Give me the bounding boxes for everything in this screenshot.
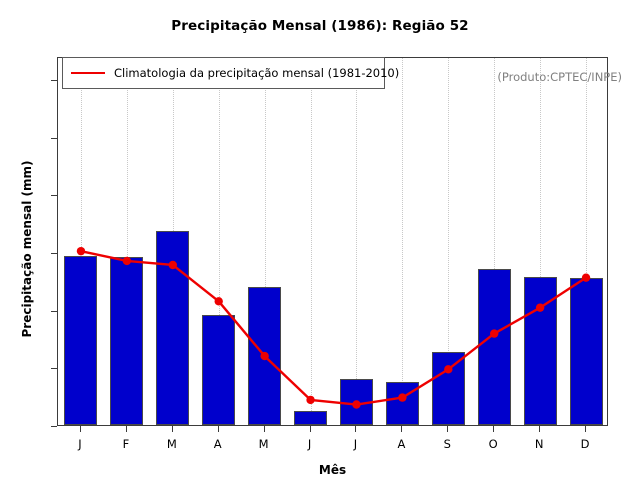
gridline-vertical (448, 58, 450, 425)
y-tick-mark (51, 80, 57, 82)
climatology-point (352, 400, 361, 409)
x-tick-label: M (166, 437, 177, 451)
bar (569, 277, 603, 425)
x-tick-mark (447, 426, 449, 432)
climatology-point (490, 329, 499, 338)
x-tick-label: F (122, 437, 130, 451)
climatology-point (214, 297, 223, 306)
x-tick-label: N (534, 437, 544, 451)
x-tick-label: J (307, 437, 312, 451)
x-tick-label: A (397, 437, 406, 451)
legend-line-swatch (71, 72, 105, 74)
x-tick-mark (171, 426, 173, 432)
x-tick-mark (585, 426, 587, 432)
x-tick-mark (401, 426, 403, 432)
gridline-vertical (540, 58, 542, 425)
climatology-point (76, 246, 86, 256)
x-tick-mark (355, 426, 357, 432)
x-tick-mark (263, 426, 265, 432)
x-tick-mark (309, 426, 311, 432)
y-axis-label: Precipitação mensal (mm) (20, 160, 34, 338)
gridline-vertical (218, 58, 220, 425)
x-tick-label: A (213, 437, 222, 451)
legend-label: Climatologia da precipitação mensal (198… (114, 66, 400, 80)
x-tick-label: M (258, 437, 269, 451)
bar (294, 410, 328, 425)
y-tick-mark (51, 253, 57, 255)
gridline-vertical (80, 58, 82, 425)
x-tick-label: O (488, 437, 498, 451)
plot-area (57, 57, 608, 426)
source-annotation: (Produto:CPTEC/INPE) (497, 70, 622, 84)
gridline-vertical (494, 58, 496, 425)
x-tick-label: S (443, 437, 451, 451)
climatology-markers (76, 246, 591, 409)
bar (110, 256, 144, 425)
bar (385, 382, 419, 425)
climatology-point (122, 256, 132, 266)
climatology-point (444, 365, 453, 374)
gridline-vertical (586, 58, 588, 425)
gridline-vertical (402, 58, 404, 425)
x-axis-label: Mês (318, 463, 347, 477)
y-tick-mark (51, 195, 57, 197)
climatology-point (581, 273, 591, 282)
x-tick-mark (539, 426, 541, 432)
bar (64, 256, 98, 425)
x-tick-mark (125, 426, 127, 432)
x-tick-label: J (353, 437, 358, 451)
climatology-line-series (76, 246, 591, 409)
y-tick-mark (51, 310, 57, 312)
plot-inner (58, 58, 607, 425)
gridline-vertical (356, 58, 358, 425)
climatology-point (398, 393, 407, 402)
x-tick-mark (493, 426, 495, 432)
climatology-point (306, 395, 315, 405)
x-tick-label: J (78, 437, 82, 451)
climatology-polyline (79, 249, 588, 406)
climatology-point (168, 260, 177, 270)
chart-title: Precipitação Mensal (1986): Região 52 (171, 18, 469, 34)
y-tick-mark (51, 426, 57, 427)
bar (431, 352, 465, 425)
x-tick-mark (217, 426, 219, 432)
legend: Climatologia da precipitação mensal (198… (62, 57, 399, 89)
bar (202, 314, 236, 425)
gridline-vertical (264, 58, 266, 425)
climatology-point (535, 303, 545, 312)
gridline-vertical (310, 58, 312, 425)
climatology-point (260, 351, 269, 361)
x-tick-label: D (580, 437, 590, 451)
y-tick-mark (51, 368, 57, 370)
x-tick-mark (79, 426, 81, 432)
y-tick-mark (51, 137, 57, 139)
gridline-vertical (126, 58, 128, 425)
